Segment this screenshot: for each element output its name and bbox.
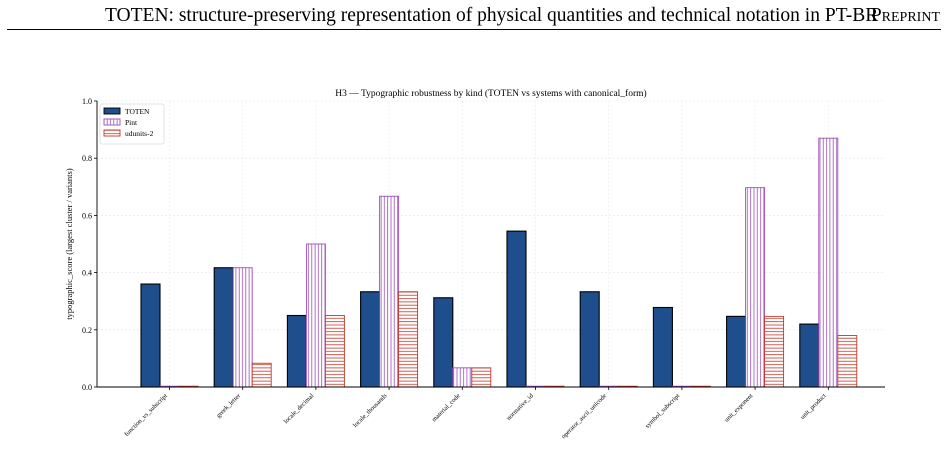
bar-udunits-2-unit-product <box>837 335 858 388</box>
bar-pint-greek-letter <box>232 267 253 388</box>
bar-toten-material-code <box>433 297 454 388</box>
x-tick-label: greek_letter <box>215 392 242 419</box>
bar-pint-locale-decimal <box>305 243 326 388</box>
bars <box>140 137 858 388</box>
legend-label: Pint <box>125 118 138 127</box>
y-tick-label: 0.4 <box>82 269 92 278</box>
y-tick-label: 0.2 <box>82 326 92 335</box>
header-rule <box>7 29 941 30</box>
x-tick-label: locale_thousands <box>352 392 389 429</box>
legend-swatch <box>103 107 121 115</box>
x-tick-label: operator_ascii_unicode <box>560 392 608 440</box>
y-axis-label: typographic_score (largest cluster / var… <box>64 168 74 320</box>
bar-toten-symbol-subscript <box>652 306 673 388</box>
bar-udunits-2-locale-thousands <box>398 291 419 388</box>
running-header: TOTEN: structure-preserving representati… <box>105 5 940 29</box>
x-tick-label: unit_product <box>799 392 828 421</box>
x-tick-label: normative_id <box>505 392 535 422</box>
bar-toten-function-vs-subscript <box>140 283 161 388</box>
bar-udunits-2-material-code <box>471 367 492 388</box>
x-tick-label: locale_decimal <box>283 392 316 425</box>
legend: TOTEN Pint udunits-2 <box>99 103 165 145</box>
bar-toten-greek-letter <box>213 267 234 388</box>
bar-udunits-2-greek-letter <box>251 362 272 388</box>
bar-pint-unit-exponent <box>745 187 766 388</box>
bar-pint-material-code <box>452 367 473 388</box>
y-tick-label: 1.0 <box>82 97 92 106</box>
bar-toten-locale-decimal <box>286 314 307 388</box>
chart-title: H3 — Typographic robustness by kind (TOT… <box>335 88 646 99</box>
bar-toten-unit-exponent <box>726 315 747 388</box>
bar-udunits-2-unit-exponent <box>764 315 785 388</box>
legend-swatch <box>103 129 121 137</box>
x-tick-label: material_code <box>431 392 462 423</box>
y-tick-label: 0.8 <box>82 154 92 163</box>
paper-title: TOTEN: structure-preserving representati… <box>105 5 879 26</box>
y-tick-label: 0.0 <box>82 383 92 392</box>
x-tick-label: unit_exponent <box>723 392 754 423</box>
bar-udunits-2-locale-decimal <box>324 315 345 388</box>
bar-toten-operator-ascii-unicode <box>579 291 600 388</box>
legend-swatch <box>103 118 121 126</box>
bar-toten-unit-product <box>799 323 820 388</box>
bar-pint-unit-product <box>818 137 839 388</box>
y-tick-label: 0.6 <box>82 211 92 220</box>
preprint-tag: Preprint <box>870 5 940 26</box>
legend-label: udunits-2 <box>125 129 154 138</box>
bar-toten-locale-thousands <box>360 291 381 388</box>
x-tick-label: function_vs_subscript <box>123 392 169 438</box>
x-tick-label: symbol_subscript <box>644 392 682 430</box>
bar-pint-locale-thousands <box>379 195 400 388</box>
legend-label: TOTEN <box>125 107 150 116</box>
bar-toten-normative-id <box>506 230 527 388</box>
